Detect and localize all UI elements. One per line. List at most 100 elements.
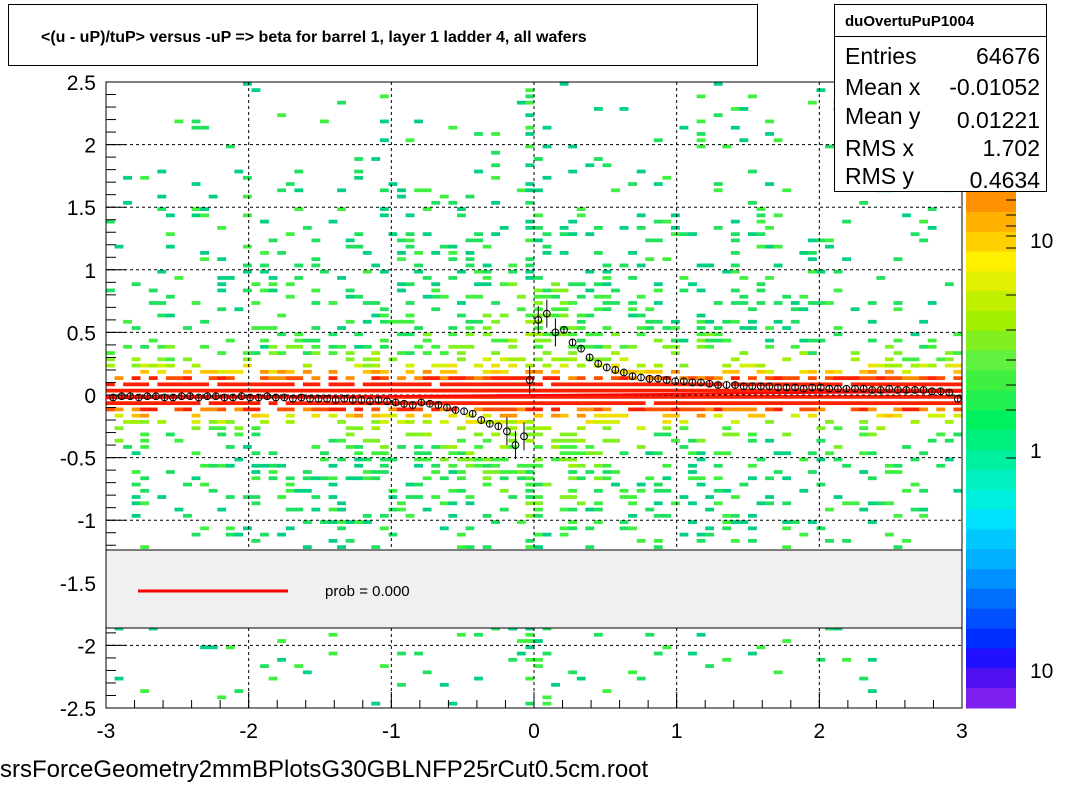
heatmap-cell [713, 388, 723, 393]
heatmap-cell [748, 388, 757, 393]
heatmap-cell [225, 445, 235, 449]
heatmap-cell [516, 395, 526, 399]
profile-point [816, 383, 825, 392]
heatmap-cell [516, 639, 526, 643]
heatmap-cell [251, 463, 261, 468]
heatmap-cell [850, 351, 860, 355]
heatmap-cell [448, 326, 458, 330]
heatmap-cell [251, 326, 261, 330]
heatmap-cell [953, 432, 963, 437]
heatmap-cell [628, 182, 638, 186]
heatmap-cell [465, 326, 475, 330]
heatmap-cell [405, 369, 415, 374]
heatmap-cell [593, 282, 603, 287]
profile-point [211, 392, 220, 401]
heatmap-cell [927, 207, 937, 211]
heatmap-cell [568, 476, 578, 481]
profile-point [808, 383, 817, 392]
heatmap-cell [576, 207, 586, 211]
heatmap-cell [277, 657, 287, 662]
profile-point [374, 396, 383, 404]
heatmap-cell [568, 470, 578, 474]
profile-point [911, 386, 919, 394]
heatmap-cell [525, 188, 535, 193]
heatmap-cell [482, 476, 492, 481]
heatmap-cell [499, 407, 509, 412]
heatmap-cell [439, 194, 449, 199]
heatmap-cell [807, 269, 817, 274]
heatmap-cell [953, 407, 963, 412]
heatmap-cell [833, 495, 843, 499]
heatmap-cell [516, 420, 526, 424]
heatmap-cell [465, 463, 475, 468]
heatmap-cell [491, 301, 501, 305]
heatmap-cell [542, 125, 552, 130]
heatmap-cell [439, 401, 449, 406]
heatmap-cell [328, 651, 338, 656]
heatmap-cell [833, 369, 843, 374]
heatmap-cell [551, 682, 560, 687]
heatmap-cell [277, 407, 287, 412]
heatmap-cell [611, 395, 620, 399]
color-scale-band [966, 330, 1016, 352]
heatmap-cell [294, 338, 304, 343]
heatmap-cell [328, 520, 338, 524]
heatmap-cell [722, 526, 732, 531]
heatmap-cell [593, 520, 603, 524]
heatmap-cell [807, 257, 817, 262]
heatmap-cell [816, 238, 826, 243]
heatmap-cell [602, 438, 612, 443]
heatmap-cell [525, 676, 535, 681]
heatmap-cell [662, 401, 672, 406]
heatmap-cell [200, 344, 210, 349]
heatmap-cell [294, 664, 304, 668]
heatmap-cell [345, 538, 355, 543]
heatmap-cell [910, 407, 920, 412]
heatmap-cell [414, 119, 424, 124]
heatmap-cell [106, 219, 115, 224]
heatmap-cell [739, 138, 749, 143]
heatmap-cell [542, 244, 552, 249]
heatmap-cell [379, 344, 389, 349]
heatmap-cell [414, 188, 424, 193]
profile-point [366, 397, 374, 406]
heatmap-cell [765, 326, 774, 330]
heatmap-cell [542, 332, 552, 337]
heatmap-cell [157, 495, 167, 499]
heatmap-cell [576, 451, 586, 456]
color-scale-label: 10 [1030, 660, 1053, 683]
stat-value: 0.4634 [969, 167, 1040, 193]
heatmap-cell [414, 463, 424, 468]
heatmap-cell [405, 407, 415, 412]
heatmap-cell [568, 382, 578, 387]
heatmap-cell [748, 401, 757, 406]
heatmap-cell [242, 213, 252, 218]
heatmap-cell [174, 401, 184, 406]
heatmap-cell [525, 88, 535, 93]
heatmap-cell [311, 288, 321, 293]
profile-point [833, 384, 842, 393]
heatmap-cell [842, 538, 852, 543]
heatmap-cell [311, 445, 321, 449]
heatmap-cell [807, 451, 817, 456]
heatmap-cell [482, 244, 492, 249]
heatmap-cell [799, 351, 809, 355]
heatmap-cell [294, 207, 304, 211]
heatmap-cell [371, 451, 381, 456]
heatmap-cell [242, 495, 252, 499]
heatmap-cell [525, 432, 535, 437]
heatmap-cell [251, 432, 261, 437]
heatmap-cell [508, 420, 518, 424]
heatmap-cell [337, 382, 346, 387]
heatmap-cell [414, 263, 424, 268]
heatmap-cell [670, 225, 680, 230]
heatmap-cell [140, 395, 150, 399]
heatmap-cell [859, 432, 869, 437]
heatmap-cell [225, 276, 235, 280]
heatmap-cell [893, 395, 903, 399]
heatmap-cell [242, 288, 252, 293]
heatmap-cell [645, 257, 655, 262]
heatmap-cell [790, 319, 800, 324]
heatmap-cell [790, 301, 800, 305]
heatmap-cell [662, 257, 672, 262]
